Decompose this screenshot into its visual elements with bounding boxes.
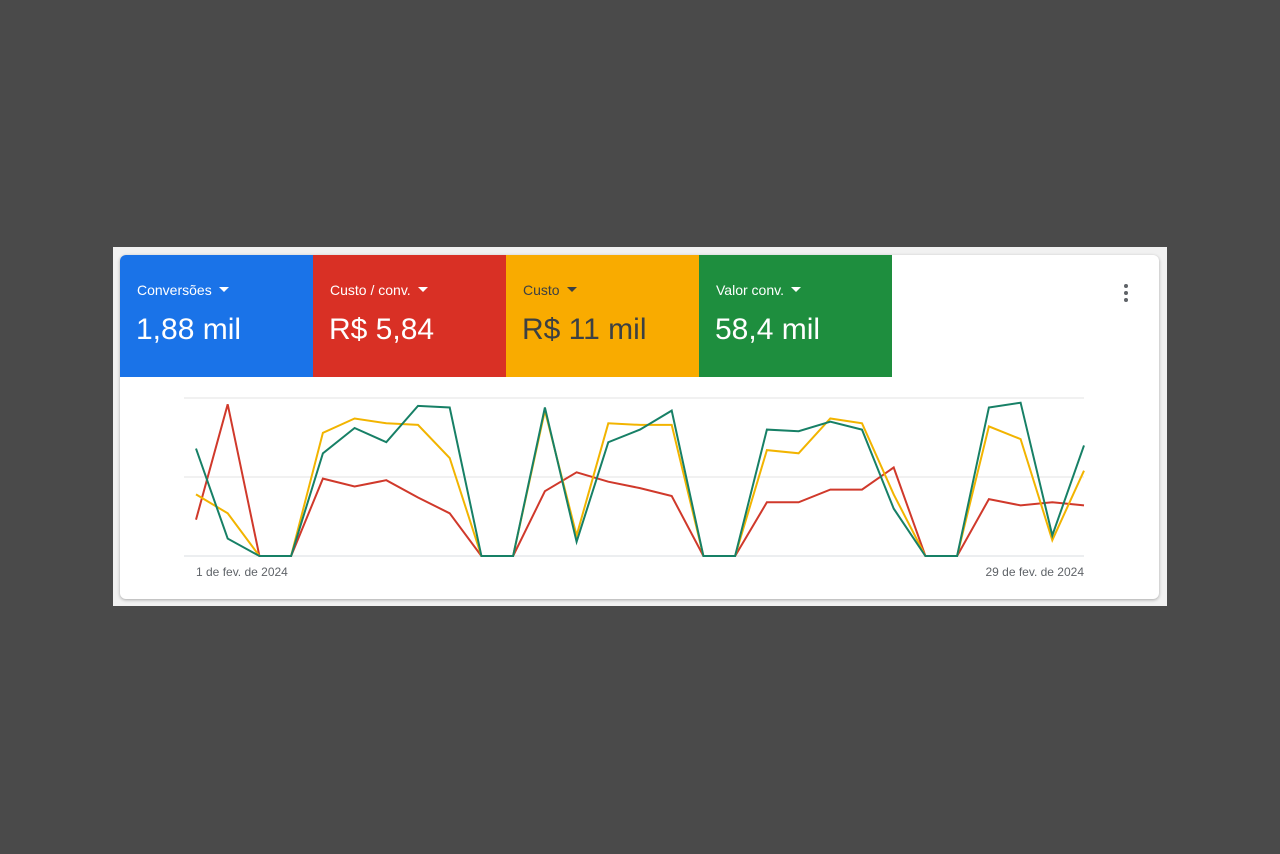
line-chart: 1 de fev. de 2024 29 de fev. de 2024 <box>184 397 1085 579</box>
more-menu[interactable] <box>1116 283 1136 303</box>
metric-tile[interactable]: Custo R$ 11 mil <box>506 255 699 377</box>
metric-name: Conversões <box>137 282 212 298</box>
metric-name: Custo <box>523 282 560 298</box>
x-tick-label: 29 de fev. de 2024 <box>985 565 1084 579</box>
dropdown-arrow <box>218 287 229 292</box>
dropdown-arrow <box>417 287 428 292</box>
dropdown-arrow <box>790 287 801 292</box>
series-line <box>195 404 1085 557</box>
series-line <box>195 401 1085 557</box>
metric-label: Custo <box>523 282 577 298</box>
metric-tile[interactable]: Valor conv. 58,4 mil <box>699 255 892 377</box>
metric-label: Conversões <box>137 282 229 298</box>
metric-value: R$ 5,84 <box>329 313 435 346</box>
series-line <box>195 410 1085 557</box>
metric-tile[interactable]: Custo / conv. R$ 5,84 <box>313 255 506 377</box>
kebab-icon <box>1124 284 1128 302</box>
metric-label: Valor conv. <box>716 282 801 298</box>
metric-value: 1,88 mil <box>136 313 242 346</box>
metric-value: 58,4 mil <box>715 313 821 346</box>
metric-tile[interactable]: Conversões 1,88 mil <box>120 255 313 377</box>
metric-value: R$ 11 mil <box>522 313 647 346</box>
metric-name: Valor conv. <box>716 282 784 298</box>
dropdown-arrow <box>566 287 577 292</box>
x-tick-label: 1 de fev. de 2024 <box>196 565 288 579</box>
metric-name: Custo / conv. <box>330 282 411 298</box>
card: 1 de fev. de 2024 29 de fev. de 2024 Conv… <box>120 255 1159 599</box>
metric-label: Custo / conv. <box>330 282 428 298</box>
